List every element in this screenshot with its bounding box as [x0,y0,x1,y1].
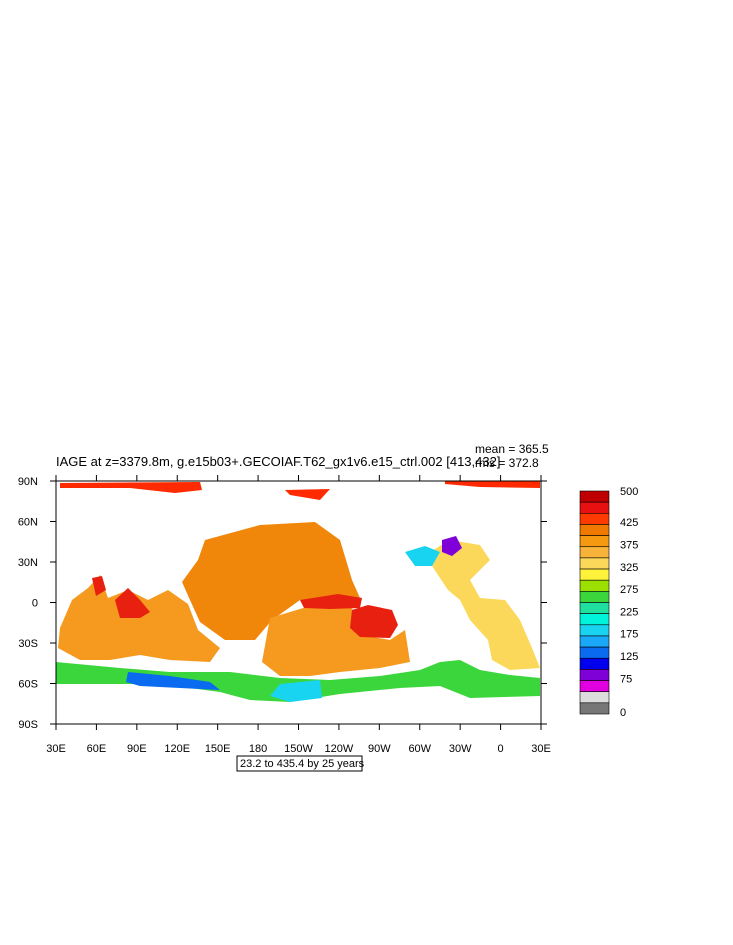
x-tick-label: 30E [531,743,551,755]
colorbar-label: 0 [620,707,626,719]
colorbar-label: 75 [620,673,632,685]
colorbar-label: 175 [620,629,638,641]
colorbar-swatch [579,568,610,581]
region-weddell [270,546,440,702]
colorbar-swatch [579,613,610,626]
region-indian-ocean [58,575,220,662]
colorbar-legend: 500 425 375 325 275 225 175 125 75 0 [579,486,638,719]
colorbar-swatch [579,602,610,614]
region-arctic-strip [60,481,540,500]
rms-value: rms = 372.8 [475,456,539,470]
colorbar-swatch [579,635,610,648]
colorbar-swatch [579,646,610,659]
x-tick-label: 90E [127,743,147,755]
region-southern-ocean [56,660,540,702]
x-axis: 30E 60E 90E 120E 150E 180 150W 120W 90W 60W 30W 0 30… [46,475,551,755]
colorbar-swatch [579,501,610,514]
colorbar-label: 325 [620,562,638,574]
colorbar-label: 275 [620,584,638,596]
colorbar-swatch [579,512,610,525]
colorbar-swatch [579,691,610,704]
colorbar-swatch [579,490,610,503]
plot-title: IAGE at z=3379.8m, g.e15b03+.GECOIAF.T62… [56,454,500,469]
y-tick-label: 60N [18,517,38,529]
colorbar-swatch [579,624,610,637]
y-tick-label: 30S [18,638,38,650]
map-area [55,480,542,725]
colorbar-label: 500 [620,486,638,498]
y-tick-label: 0 [32,598,38,610]
x-tick-label: 30E [46,743,66,755]
y-tick-label: 90S [18,719,38,731]
colorbar-swatch [579,535,610,548]
x-tick-label: 30W [449,743,472,755]
region-labrador [442,536,462,556]
colorbar-swatch [579,546,610,559]
colorbar-swatch [579,669,610,681]
colorbar-label: 225 [620,606,638,618]
colorbar-label: 125 [620,651,638,663]
region-east-pacific [300,594,398,638]
colorbar-swatch [579,579,610,592]
x-tick-label: 120W [325,743,354,755]
colorbar-swatch [579,524,610,536]
colorbar-label: 425 [620,517,638,529]
mean-value: mean = 365.5 [475,442,549,456]
x-tick-label: 150W [284,743,313,755]
y-tick-label: 90N [18,476,38,488]
region-south-pacific [262,606,410,676]
colorbar-swatch [579,680,610,692]
y-axis: 90N 60N 30N 0 30S 60S 90S [18,476,547,731]
x-tick-label: 150E [205,743,231,755]
x-tick-label: 180 [249,743,267,755]
x-tick-label: 0 [498,743,504,755]
contour-note: 23.2 to 435.4 by 25 years [240,758,365,770]
colorbar-label: 375 [620,540,638,552]
contour-note-box [236,755,363,772]
x-tick-label: 60E [87,743,107,755]
region-arabian-sea [92,576,150,618]
region-indian-deep [126,672,220,690]
colorbar-swatch [579,557,610,570]
colorbar-swatch [579,591,610,603]
x-tick-label: 90W [368,743,391,755]
x-tick-label: 60W [408,743,431,755]
y-tick-label: 60S [18,679,38,691]
colorbar-swatch [579,657,610,670]
y-tick-label: 30N [18,557,38,569]
x-tick-label: 120E [164,743,190,755]
region-north-pacific [182,522,360,640]
colorbar-swatch [579,702,610,715]
region-atlantic [425,540,540,670]
